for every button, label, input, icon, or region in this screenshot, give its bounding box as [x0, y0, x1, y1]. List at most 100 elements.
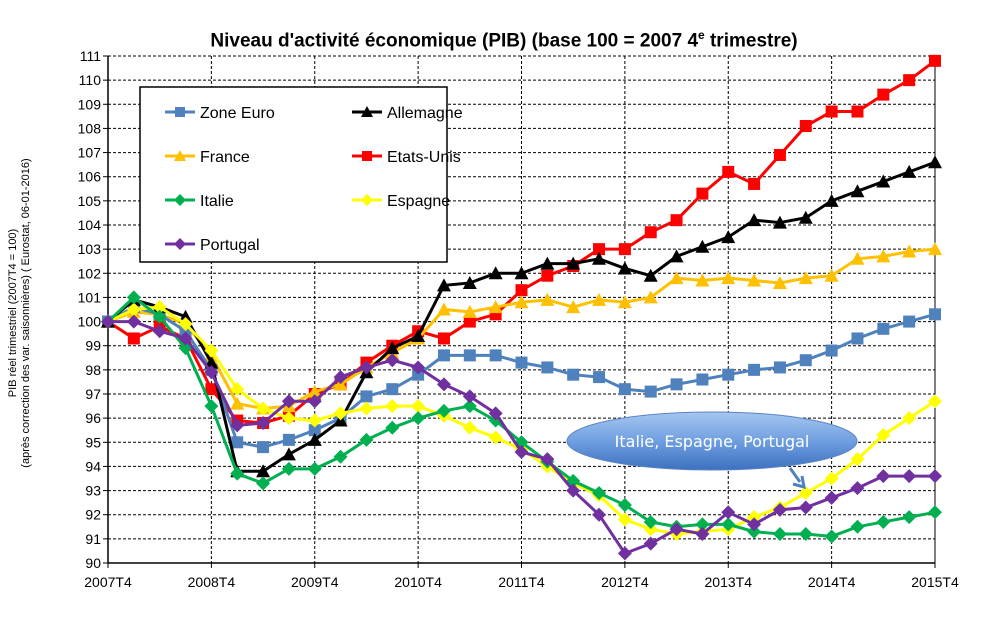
- data-point: [385, 420, 400, 435]
- data-point: [359, 432, 374, 447]
- data-point: [361, 194, 373, 206]
- data-point: [617, 498, 632, 513]
- data-point: [230, 396, 245, 410]
- callout: Italie, Espagne, Portugal: [566, 411, 858, 490]
- data-point: [643, 522, 658, 537]
- legend-label: Allemagne: [387, 105, 463, 122]
- data-point: [721, 517, 736, 532]
- data-point: [902, 164, 917, 178]
- data-point: [514, 266, 529, 280]
- data-point: [462, 399, 477, 414]
- y-tick-label: 101: [78, 289, 102, 305]
- data-point: [593, 243, 606, 256]
- chart-title: Niveau d'activité économique (PIB) (base…: [0, 28, 1008, 52]
- legend-label: Italie: [200, 193, 234, 210]
- x-tick-label: 2007T4: [84, 574, 132, 590]
- y-tick-label: 96: [85, 410, 101, 426]
- x-tick-label: 2008T4: [188, 574, 236, 590]
- data-point: [929, 308, 941, 321]
- legend: Zone Euro Allemagne France Etats-Unis Italie…: [139, 86, 463, 263]
- x-tick-label: 2012T4: [601, 574, 649, 590]
- data-point: [695, 239, 710, 253]
- data-point: [902, 411, 917, 426]
- data-point: [230, 418, 245, 433]
- data-point: [747, 213, 762, 227]
- series-italie: [101, 290, 942, 544]
- data-point: [696, 373, 709, 386]
- data-point: [126, 290, 141, 305]
- y-tick-label: 105: [78, 193, 102, 209]
- data-point: [256, 415, 271, 430]
- data-point: [463, 349, 476, 362]
- data-point: [333, 449, 348, 464]
- data-point: [463, 315, 476, 328]
- data-point: [540, 256, 555, 270]
- data-point: [669, 249, 684, 263]
- data-point: [643, 290, 658, 304]
- data-point: [824, 471, 839, 486]
- data-point: [824, 490, 839, 505]
- data-point: [928, 394, 942, 409]
- data-point: [437, 332, 450, 345]
- y-tick-label: 109: [78, 96, 102, 112]
- legend-item: Allemagne: [352, 105, 463, 122]
- y-tick-label: 110: [79, 72, 102, 88]
- data-point: [670, 378, 683, 391]
- data-point: [902, 244, 917, 258]
- y-tick-label: 100: [78, 314, 102, 330]
- data-point: [850, 519, 865, 534]
- data-point: [333, 370, 348, 385]
- y-tick-label: 99: [85, 338, 101, 354]
- data-point: [903, 74, 916, 87]
- data-point: [850, 481, 865, 496]
- data-point: [669, 522, 684, 537]
- data-point: [307, 384, 322, 398]
- data-point: [670, 214, 683, 227]
- data-point: [592, 507, 607, 522]
- data-point: [126, 302, 141, 317]
- data-point: [876, 174, 891, 188]
- y-tick-label: 108: [78, 120, 102, 136]
- callout-text: Italie, Espagne, Portugal: [615, 432, 810, 451]
- y-tick-label: 102: [78, 265, 102, 281]
- data-point: [307, 394, 322, 409]
- data-point: [175, 107, 185, 117]
- data-point: [798, 210, 813, 224]
- data-point: [385, 399, 400, 414]
- data-point: [592, 485, 607, 500]
- data-point: [669, 271, 684, 285]
- data-point: [411, 399, 426, 414]
- x-tick-label: 2014T4: [808, 574, 856, 590]
- data-point: [617, 512, 632, 527]
- data-point: [566, 483, 581, 498]
- data-point: [412, 368, 425, 381]
- data-point: [643, 268, 658, 282]
- data-point: [178, 331, 193, 346]
- data-point: [462, 275, 477, 289]
- data-point: [772, 527, 787, 542]
- data-point: [695, 527, 710, 542]
- data-point: [928, 242, 942, 256]
- y-tick-label: 94: [85, 458, 101, 474]
- data-point: [850, 452, 865, 467]
- data-point: [618, 383, 631, 396]
- data-point: [695, 517, 710, 532]
- data-point: [362, 151, 372, 161]
- data-point: [747, 524, 762, 539]
- data-point: [386, 383, 399, 396]
- data-point: [824, 268, 839, 282]
- data-point: [231, 436, 244, 449]
- data-point: [748, 177, 761, 190]
- data-point: [566, 256, 581, 270]
- data-point: [489, 349, 502, 362]
- data-point: [799, 354, 812, 367]
- data-point: [618, 243, 631, 256]
- data-point: [929, 54, 941, 67]
- x-tick-label: 2009T4: [291, 574, 339, 590]
- data-point: [462, 420, 477, 435]
- data-point: [928, 155, 942, 169]
- data-point: [333, 406, 348, 421]
- data-point: [721, 271, 736, 285]
- data-point: [798, 271, 813, 285]
- data-point: [773, 361, 786, 374]
